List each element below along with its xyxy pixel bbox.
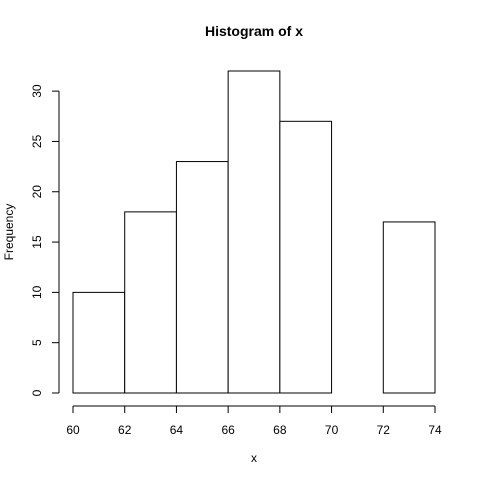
x-tick-label-68: 68	[273, 423, 287, 437]
y-tick-label-15: 15	[30, 235, 44, 249]
y-tick-label-20: 20	[30, 185, 44, 199]
histogram-bar-64-66	[175, 161, 229, 394]
x-tick-label-72: 72	[377, 423, 391, 437]
y-tick-label-5: 5	[30, 339, 44, 346]
y-axis: 0 5 10 15 20 25 30	[30, 84, 60, 396]
histogram-bar-60-62	[72, 291, 126, 394]
bars-group	[72, 70, 436, 394]
x-tick-label-62: 62	[118, 423, 132, 437]
x-axis-label: x	[251, 451, 257, 465]
histogram-bar-68-70	[279, 120, 333, 394]
x-tick-label-74: 74	[428, 423, 442, 437]
histogram-bar-66-68	[227, 70, 281, 394]
y-tick-label-0: 0	[30, 389, 44, 396]
x-axis: 60 62 64 66 68 70 72 74	[66, 405, 442, 437]
chart-title: Histogram of x	[205, 23, 303, 39]
x-tick-label-60: 60	[66, 423, 80, 437]
y-tick-label-25: 25	[30, 134, 44, 148]
y-tick-label-10: 10	[30, 285, 44, 299]
histogram-bar-72-74	[382, 221, 436, 394]
x-tick-label-64: 64	[170, 423, 184, 437]
x-tick-label-70: 70	[325, 423, 339, 437]
y-tick-label-30: 30	[30, 84, 44, 98]
x-tick-label-66: 66	[221, 423, 235, 437]
histogram-bar-62-64	[124, 211, 177, 394]
y-axis-label: Frequency	[2, 204, 16, 261]
